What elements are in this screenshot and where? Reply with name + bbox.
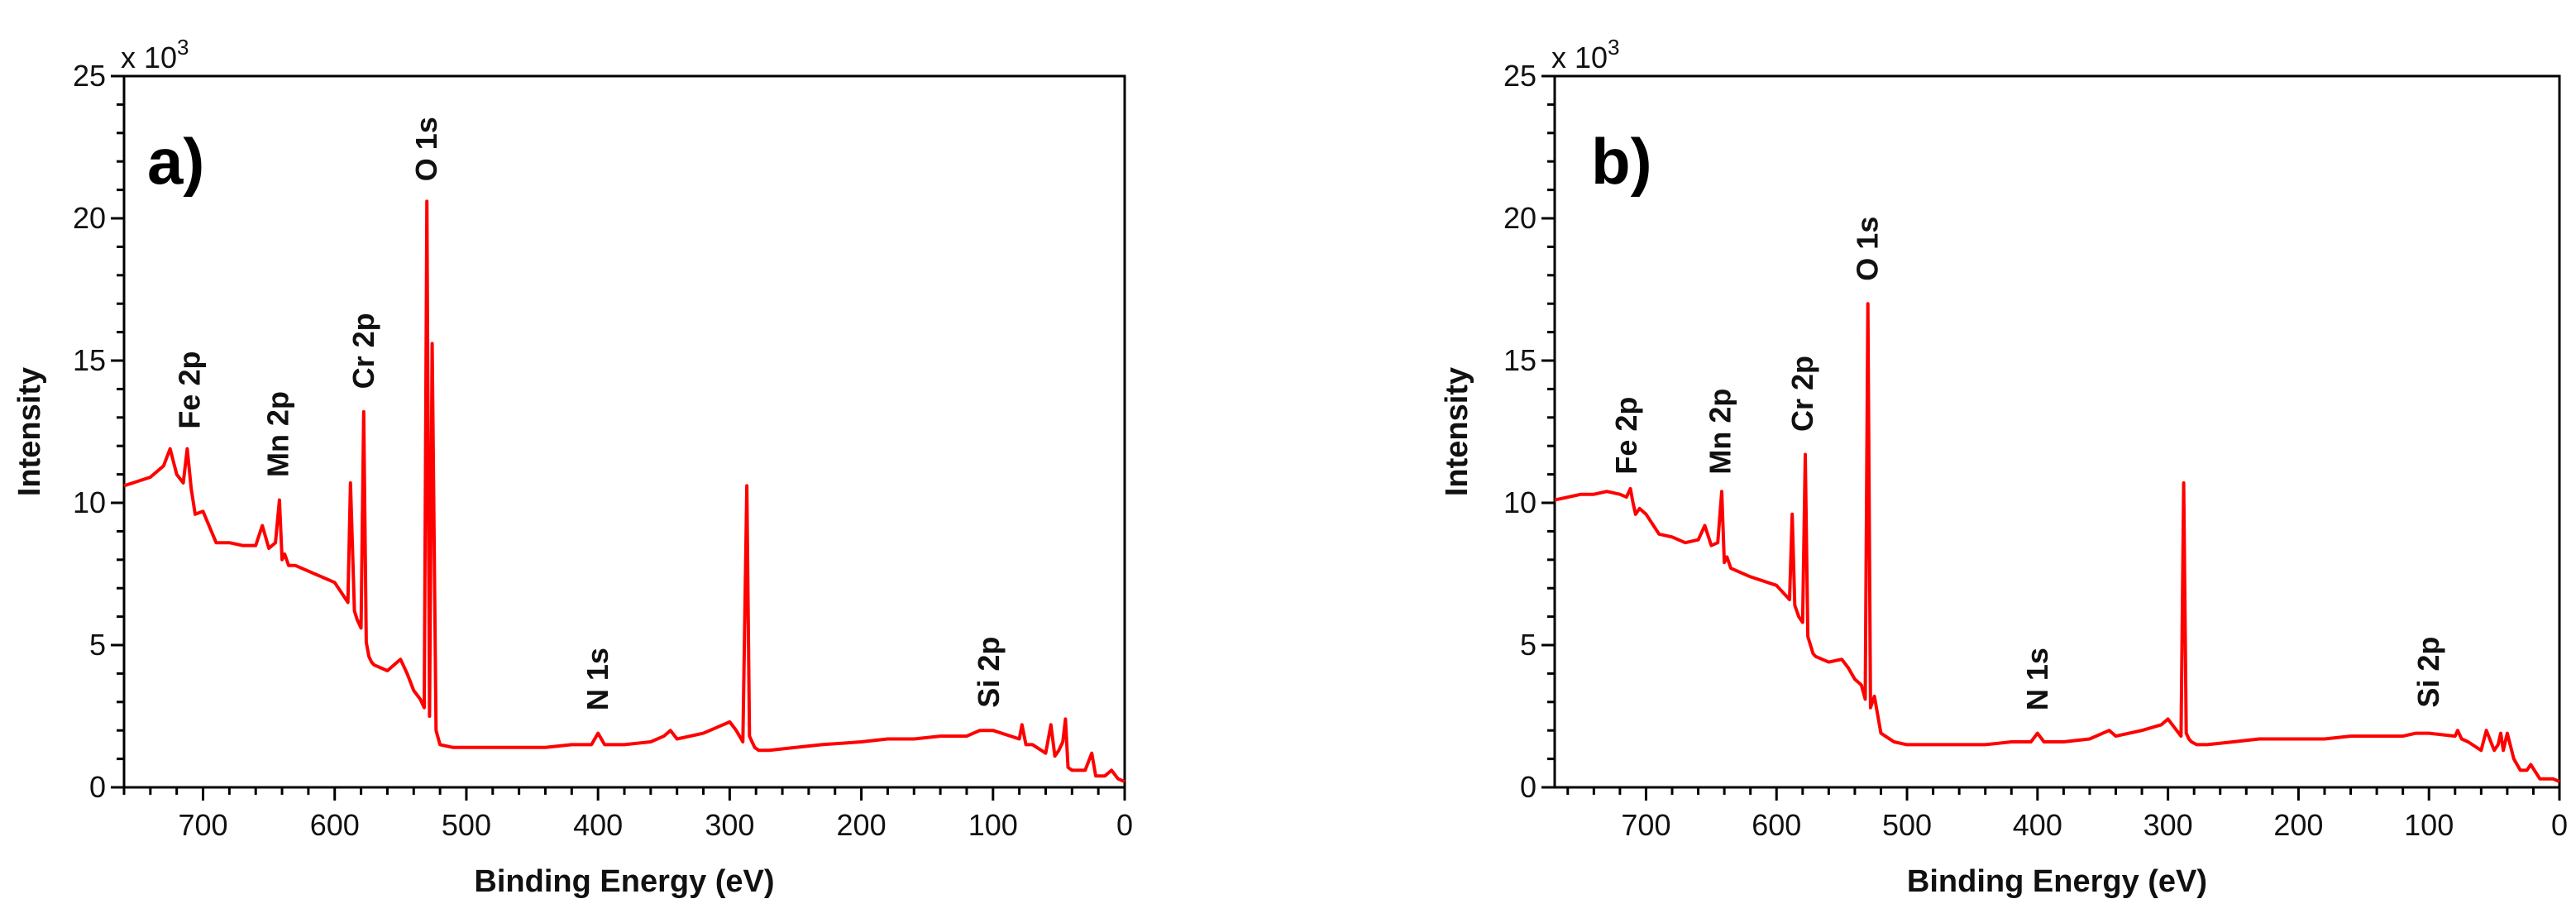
x-tick-label-b: 400 xyxy=(2013,808,2062,842)
x-tick-label-b: 300 xyxy=(2143,808,2193,842)
plot-frame-b xyxy=(1553,74,2561,789)
x-tick-label-b: 600 xyxy=(1752,808,1801,842)
y-axis-title-b: Intensity xyxy=(1440,367,1474,496)
x-tick-label-b: 200 xyxy=(2273,808,2323,842)
spectrum-line-a xyxy=(123,199,1126,783)
peak-label-b: Fe 2p xyxy=(1609,397,1643,475)
peak-label-b: Si 2p xyxy=(2411,637,2445,708)
x-tick-label-a: 600 xyxy=(310,808,360,842)
peak-label-a: Cr 2p xyxy=(346,313,380,389)
peak-label-b: Cr 2p xyxy=(1785,356,1819,432)
y-tick-label-a: 0 xyxy=(89,770,106,804)
x-tick-label-a: 400 xyxy=(573,808,623,842)
y-scale-multiplier-b: x 103 xyxy=(1551,35,1620,74)
peak-label-a: Si 2p xyxy=(972,637,1006,708)
x-tick-label-a: 100 xyxy=(968,808,1018,842)
x-axis-title-b: Binding Energy (eV) xyxy=(1907,864,2207,899)
peak-label-a: N 1s xyxy=(581,648,614,710)
chart-panel-a: 700 600 500 400 300 200 100 0 0 5 10 15 20 25 x 103 Bin… xyxy=(12,35,1133,899)
x-tick-label-a: 0 xyxy=(1116,808,1133,842)
y-scale-exponent-b: 3 xyxy=(1608,35,1619,60)
y-tick-label-b: 5 xyxy=(1520,628,1537,662)
x-tick-label-a: 300 xyxy=(705,808,754,842)
x-tick-label-b: 700 xyxy=(1621,808,1670,842)
y-tick-label-a: 10 xyxy=(73,485,106,519)
y-scale-multiplier-a: x 103 xyxy=(121,35,189,74)
x-tick-label-a: 500 xyxy=(442,808,491,842)
x-tick-label-a: 200 xyxy=(837,808,887,842)
x-tick-label-a: 700 xyxy=(178,808,227,842)
y-tick-label-b: 20 xyxy=(1503,201,1537,235)
y-tick-label-b: 15 xyxy=(1503,343,1537,377)
y-tick-label-a: 5 xyxy=(89,628,106,662)
peak-label-b: N 1s xyxy=(2020,648,2054,710)
y-scale-base-b: x 10 xyxy=(1551,41,1608,74)
y-scale-base-a: x 10 xyxy=(121,41,177,74)
peak-label-b: O 1s xyxy=(1851,217,1885,281)
peak-label-a: Fe 2p xyxy=(173,351,207,429)
panel-label-a: a) xyxy=(147,125,204,198)
y-tick-label-b: 10 xyxy=(1503,485,1537,519)
x-tick-label-b: 100 xyxy=(2404,808,2454,842)
x-axis-title-a: Binding Energy (eV) xyxy=(474,864,774,899)
x-tick-label-b: 0 xyxy=(2551,808,2568,842)
y-axis-title-a: Intensity xyxy=(12,367,47,496)
y-tick-label-a: 25 xyxy=(73,59,106,93)
x-tick-label-b: 500 xyxy=(1882,808,1932,842)
y-tick-label-a: 20 xyxy=(73,201,106,235)
peak-label-b: Mn 2p xyxy=(1703,389,1737,475)
y-tick-label-b: 25 xyxy=(1503,59,1537,93)
panel-label-b: b) xyxy=(1591,125,1652,198)
peak-label-a: O 1s xyxy=(409,117,443,181)
peak-label-a: Mn 2p xyxy=(260,391,294,477)
spectrum-line-b xyxy=(1554,302,2560,783)
y-tick-label-a: 15 xyxy=(73,343,106,377)
y-tick-label-b: 0 xyxy=(1520,770,1537,804)
y-scale-exponent-a: 3 xyxy=(177,35,189,60)
chart-panel-b: 700 600 500 400 300 200 100 0 0 5 10 15 20 25 x 103 Bin… xyxy=(1440,35,2568,899)
